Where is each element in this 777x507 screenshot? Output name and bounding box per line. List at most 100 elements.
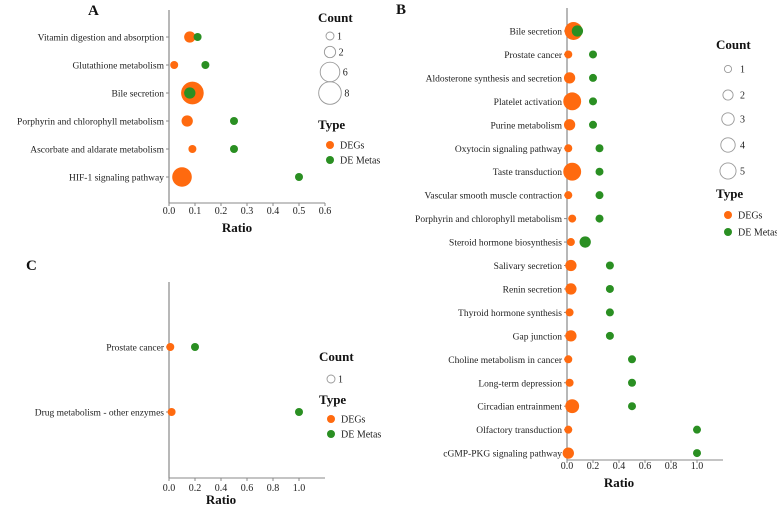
- point-degs: [564, 50, 573, 59]
- point-degs: [565, 259, 577, 272]
- point-de-metas: [605, 261, 614, 270]
- point-degs: [172, 167, 192, 187]
- legend-type-label: DEGs: [341, 415, 366, 426]
- x-tick-label: 0.2: [587, 461, 600, 472]
- point-degs: [564, 191, 573, 200]
- point-degs: [563, 72, 576, 84]
- point-degs: [184, 31, 196, 43]
- y-tick-label: Porphyrin and chlorophyll metabolism: [17, 118, 165, 128]
- x-axis-title: Ratio: [222, 220, 252, 235]
- x-tick-label: 0.6: [639, 461, 652, 472]
- y-tick-label: Prostate cancer: [106, 344, 165, 354]
- legend-type-title: Type: [319, 392, 346, 407]
- legend-type-label: DEGs: [738, 211, 763, 222]
- legend-type-label: DE Metas: [738, 228, 777, 239]
- y-tick-label: Renin secretion: [503, 285, 563, 295]
- point-de-metas: [628, 355, 636, 364]
- y-tick-label: Vitamin digestion and absorption: [38, 34, 165, 44]
- x-tick-label: 0.5: [293, 206, 306, 217]
- legend-type-label: DEGs: [340, 141, 365, 152]
- point-degs: [565, 399, 580, 414]
- point-degs: [564, 425, 573, 434]
- x-tick-label: 1.0: [691, 461, 704, 472]
- point-de-metas: [579, 236, 591, 248]
- y-tick-label: Taste transduction: [493, 168, 562, 178]
- point-degs: [563, 162, 582, 181]
- point-degs: [565, 308, 574, 317]
- x-tick-label: 0.0: [163, 206, 176, 217]
- legend-count-label: 2: [339, 48, 344, 59]
- x-tick-label: 0.6: [319, 206, 332, 217]
- legend-size-circle: [723, 64, 733, 74]
- y-tick-label: Aldosterone synthesis and secretion: [426, 74, 563, 84]
- x-tick-label: 0.3: [241, 206, 254, 217]
- y-tick-label: Glutathione metabolism: [72, 62, 164, 72]
- legend-count-label: 2: [740, 91, 745, 102]
- legend-type-marker: [327, 430, 335, 438]
- y-tick-label: Olfactory transduction: [476, 425, 562, 436]
- y-tick-label: Bile secretion: [112, 90, 165, 100]
- panel-c: C 0.0 0.2 0.4 0.6 0.8 1.0 Ratio Prostate cancer D…: [26, 258, 381, 507]
- x-axis-title: Ratio: [604, 475, 634, 490]
- point-de-metas: [193, 33, 202, 41]
- y-tick-label: Vascular smooth muscle contraction: [425, 192, 563, 202]
- y-tick-label: HIF-1 signaling pathway: [69, 174, 164, 184]
- point-de-metas: [693, 425, 701, 434]
- point-de-metas: [589, 97, 597, 106]
- y-tick-label: Circadian entrainment: [477, 403, 562, 413]
- point-de-metas: [595, 144, 604, 153]
- point-de-metas: [230, 145, 238, 153]
- point-degs: [188, 145, 197, 153]
- legend-size-circle: [722, 89, 734, 101]
- y-tick-label: Steroid hormone biosynthesis: [449, 239, 562, 249]
- point-degs: [566, 238, 575, 247]
- point-de-metas: [230, 117, 238, 125]
- point-degs: [562, 447, 574, 459]
- y-tick-label: Purine metabolism: [490, 121, 562, 131]
- x-tick-label: 0.0: [561, 461, 574, 472]
- legend-count-label: 4: [740, 141, 745, 152]
- point-degs: [564, 355, 573, 364]
- point-de-metas: [571, 25, 584, 37]
- x-tick-label: 0.2: [215, 206, 228, 217]
- legend-count-label: 6: [343, 68, 348, 79]
- legend: Count 1 2 3 4 5 Type DEGs DE Metas: [716, 37, 777, 239]
- legend-count-label: 5: [740, 167, 745, 178]
- legend-type-marker: [724, 211, 732, 219]
- point-degs: [565, 378, 574, 387]
- legend-size-circle: [319, 61, 341, 83]
- y-tick-label: Ascorbate and aldarate metabolism: [30, 146, 164, 156]
- point-degs: [565, 283, 577, 295]
- legend-size-circle: [318, 81, 342, 105]
- legend-type-marker: [327, 415, 335, 423]
- legend-count-label: 3: [740, 115, 745, 126]
- legend-type-marker: [326, 141, 334, 149]
- point-de-metas: [628, 378, 636, 387]
- x-tick-label: 0.8: [665, 461, 678, 472]
- point-degs: [563, 119, 576, 131]
- legend-size-circle: [326, 374, 336, 384]
- legend-size-circle: [325, 31, 335, 41]
- legend: Count 1 2 6 8 Type DEGs DE Metas: [318, 10, 380, 167]
- y-tick-label: Choline metabolism in cancer: [448, 356, 563, 366]
- panel-label: C: [26, 258, 37, 274]
- point-de-metas: [605, 284, 614, 293]
- x-tick-label: 0.2: [189, 483, 202, 494]
- point-degs: [565, 330, 577, 342]
- y-tick-label: Thyroid hormone synthesis: [458, 309, 562, 319]
- x-tick-label: 1.0: [293, 483, 306, 494]
- point-de-metas: [595, 214, 604, 223]
- legend-size-circle: [323, 45, 337, 59]
- y-tick-label: Long-term depression: [478, 379, 562, 389]
- point-de-metas: [184, 87, 196, 99]
- point-de-metas: [605, 308, 614, 317]
- legend-type-title: Type: [318, 117, 345, 132]
- y-tick-label: Platelet activation: [494, 98, 563, 108]
- legend-count-label: 8: [344, 89, 349, 100]
- x-tick-label: 0.4: [267, 206, 280, 217]
- legend-count-label: 1: [338, 375, 343, 386]
- legend-type-marker: [326, 156, 334, 164]
- x-tick-label: 0.0: [163, 483, 176, 494]
- x-tick-label: 0.8: [267, 483, 280, 494]
